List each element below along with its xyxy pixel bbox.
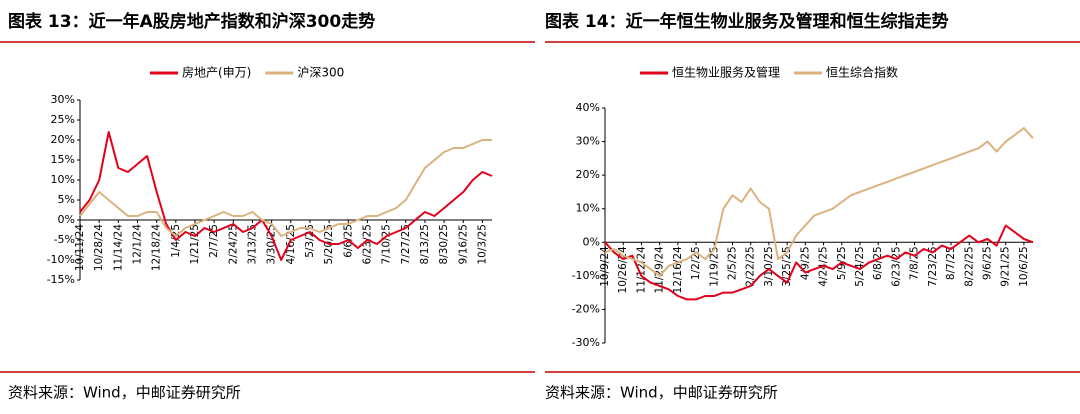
x-tick-label: 12/1/24: [131, 224, 143, 265]
legend-label: 恒生综合指数: [826, 65, 898, 80]
x-tick-label: 9/21/25: [1000, 246, 1012, 286]
x-tick-label: 4/9/25: [799, 246, 811, 280]
y-tick-label: 10%: [51, 173, 75, 186]
x-tick-label: 7/10/25: [381, 224, 393, 264]
x-tick-label: 10/28/24: [93, 224, 105, 271]
x-tick-label: 10/9/24: [599, 246, 611, 287]
x-tick-label: 10/6/25: [1018, 246, 1030, 286]
y-tick-label: -10%: [572, 269, 600, 282]
x-tick-label: 11/14/24: [112, 224, 124, 271]
series-line: [604, 127, 1034, 277]
legend-label: 沪深300: [297, 66, 344, 80]
source-note: 资料来源：Wind，中邮证券研究所: [8, 384, 241, 402]
y-tick-label: -10%: [47, 253, 75, 266]
x-tick-label: 8/30/25: [438, 224, 450, 264]
x-tick-label: 12/16/24: [672, 246, 684, 293]
y-tick-label: -30%: [572, 336, 600, 349]
x-tick-label: 1/19/25: [708, 246, 720, 286]
y-tick-label: 25%: [51, 113, 75, 126]
y-tick-label: 5%: [58, 193, 75, 206]
x-tick-label: 3/10/25: [763, 246, 775, 286]
series-line: [79, 131, 493, 261]
source-note: 资料来源：Wind，中邮证券研究所: [545, 384, 778, 402]
x-tick-label: 2/5/25: [726, 246, 738, 280]
x-tick-label: 2/22/25: [745, 246, 757, 286]
series-line: [604, 224, 1034, 301]
x-tick-label: 2/24/25: [227, 224, 239, 264]
y-tick-label: 30%: [576, 135, 600, 148]
y-tick-label: -20%: [572, 302, 600, 315]
x-tick-label: 7/23/25: [927, 246, 939, 286]
y-tick-label: 0%: [583, 235, 600, 248]
figure-title: 图表 13：近一年A股房地产指数和沪深300走势: [8, 11, 375, 32]
y-tick-label: -15%: [47, 273, 75, 286]
y-tick-label: 40%: [576, 101, 600, 114]
x-tick-label: 3/13/25: [246, 224, 258, 264]
x-tick-label: 8/22/25: [963, 246, 975, 286]
x-tick-label: 3/30/25: [266, 224, 278, 264]
x-tick-label: 6/8/25: [872, 246, 884, 280]
y-tick-label: 20%: [51, 133, 75, 146]
x-tick-label: 10/3/25: [476, 224, 488, 264]
x-tick-label: 11/12/24: [635, 246, 647, 293]
x-tick-label: 8/7/25: [945, 246, 957, 280]
x-tick-label: 8/13/25: [419, 224, 431, 264]
legend-label: 房地产(申万): [182, 65, 251, 80]
y-tick-label: 20%: [576, 168, 600, 181]
x-tick-label: 9/16/25: [457, 224, 469, 264]
x-tick-label: 6/23/25: [890, 246, 902, 286]
y-tick-label: -5%: [54, 233, 75, 246]
x-tick-label: 9/6/25: [981, 246, 993, 280]
figure-title: 图表 14：近一年恒生物业服务及管理和恒生综指走势: [545, 11, 949, 32]
x-tick-label: 1/21/25: [189, 224, 201, 264]
x-tick-label: 7/27/25: [400, 224, 412, 264]
y-tick-label: 30%: [51, 93, 75, 106]
legend-label: 恒生物业服务及管理: [672, 65, 780, 80]
x-tick-label: 5/24/25: [854, 246, 866, 286]
y-tick-label: 0%: [58, 213, 75, 226]
y-tick-label: 15%: [51, 153, 75, 166]
x-tick-label: 1/2/25: [690, 246, 702, 280]
x-tick-label: 10/11/24: [74, 224, 86, 271]
y-tick-label: 10%: [576, 202, 600, 215]
x-tick-label: 2/7/25: [208, 224, 220, 258]
series-line: [79, 139, 492, 237]
x-tick-label: 11/29/24: [654, 246, 666, 293]
x-tick-label: 12/18/24: [151, 224, 163, 271]
x-tick-label: 6/23/25: [361, 224, 373, 264]
